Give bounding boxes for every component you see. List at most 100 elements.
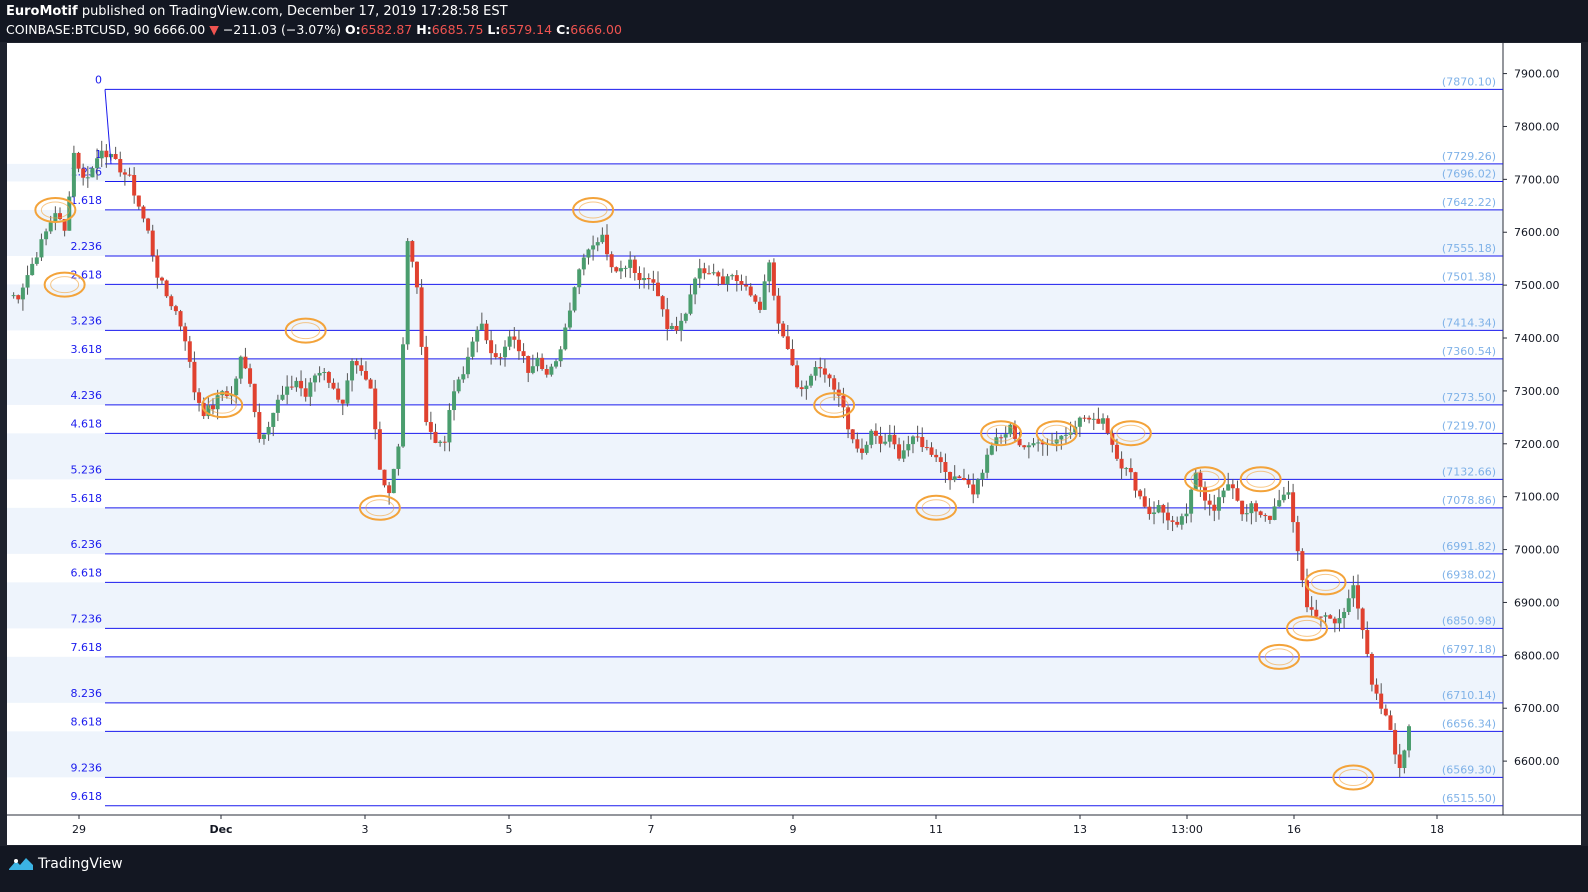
candle-body [614,267,619,272]
candle-body [1017,438,1022,446]
fib-ratio-label: 3.236 [71,314,103,327]
y-tick-label: 7800.00 [1514,120,1560,133]
highlight-circle-inner [1264,648,1294,666]
x-tick-label: 16 [1287,823,1301,836]
candle-body [359,365,364,371]
y-tick-label: 7000.00 [1514,544,1560,557]
candle-body [169,296,174,307]
candle-body [141,206,146,219]
highlight-circle [915,494,958,521]
high-value: 6685.75 [431,22,484,37]
candle-body [150,230,155,256]
candle-body [586,249,591,258]
candle-body [757,301,762,310]
candle-body [285,386,290,395]
highlight-circle-inner [40,201,70,219]
chart-area[interactable]: 7900.00 7800.00 7700.00 7600.00 7500.00 7400.… [7,43,1581,845]
candle-body [938,457,943,463]
candle-body [447,410,452,443]
candle-body [76,152,81,169]
tradingview-logo-icon [9,858,33,870]
fib-ratio-label: 0 [95,73,102,86]
candle-body [683,313,688,321]
candle-body [989,445,994,455]
candle-body [456,379,461,392]
candle-body [846,407,851,430]
fib-ratio-label: 5.618 [71,492,103,505]
low-label: L: [487,22,501,37]
candle-body [910,436,915,445]
candle-body [966,479,971,485]
highlight-circle [980,420,1023,447]
fib-ratio-label: 1.618 [71,194,103,207]
candle-body [1124,468,1129,470]
y-tick-label: 7300.00 [1514,385,1560,398]
tradingview-brand[interactable]: TradingView [8,856,123,872]
candle-body [331,382,336,389]
fib-ratio-label: 8.618 [71,715,103,728]
y-tick-label: 7700.00 [1514,173,1560,186]
candle-body [1077,417,1082,427]
candle-body [924,447,929,449]
price-change: −211.03 (−3.07%) [222,22,341,37]
candle-body [697,268,702,279]
candle-body [401,344,406,447]
candle-body [883,441,888,444]
candle-body [280,394,285,400]
last-price: 6666.00 [153,22,206,37]
x-tick-label: 13:00 [1171,823,1203,836]
candle-body [183,326,188,342]
candle-body [1212,504,1217,511]
candle-body [442,441,447,443]
candle-body [465,356,470,375]
candle-body [354,361,359,366]
candle-body [1226,484,1231,491]
candle-body [173,306,178,312]
x-tick-label: 7 [648,823,655,836]
candle-body [901,450,906,459]
candle-body [1138,490,1143,497]
candle-body [618,268,623,272]
candle-body [1193,472,1198,490]
candle-body [669,325,674,329]
author-name[interactable]: EuroMotif [6,4,78,19]
candle-body [730,275,735,277]
candle-body [1142,496,1147,507]
candle-body [1003,434,1008,438]
candle-body [920,436,925,448]
candle-body [299,380,304,389]
highlight-circle [34,197,77,224]
candle-body [1263,515,1268,517]
highlight-circle-inner [365,499,395,517]
candle-body [716,272,721,277]
candle-body [1356,585,1361,609]
candle-body [1114,444,1119,459]
candle-body [753,295,758,302]
candle-body [1374,684,1379,694]
candle-body [289,386,294,388]
candle-body [994,437,999,446]
fib-price-label: (7870.10) [1442,75,1496,88]
candle-body [1407,726,1411,751]
candle-body [1203,486,1208,501]
candle-body [1022,445,1027,448]
symbol-label[interactable]: COINBASE:BTCUSD, 90 [6,22,150,37]
candle-body [771,262,776,296]
candle-body [1175,521,1180,525]
fib-price-label: (6515.50) [1442,792,1496,805]
candle-body [961,478,966,480]
candle-body [642,278,647,281]
candle-body [438,441,443,443]
candle-body [762,281,767,310]
candle-body [1152,512,1157,515]
fib-price-label: (7414.34) [1442,316,1496,329]
close-label: C: [556,22,571,37]
highlight-circle-inner [207,396,237,414]
fib-ratio-label: 3.618 [71,343,103,356]
candle-body [1031,443,1036,446]
candle-body [739,281,744,285]
price-chart[interactable]: 7900.00 7800.00 7700.00 7600.00 7500.00 7400.… [7,43,1581,845]
candle-body [345,380,350,404]
candle-body [808,375,813,386]
candle-body [999,437,1004,439]
